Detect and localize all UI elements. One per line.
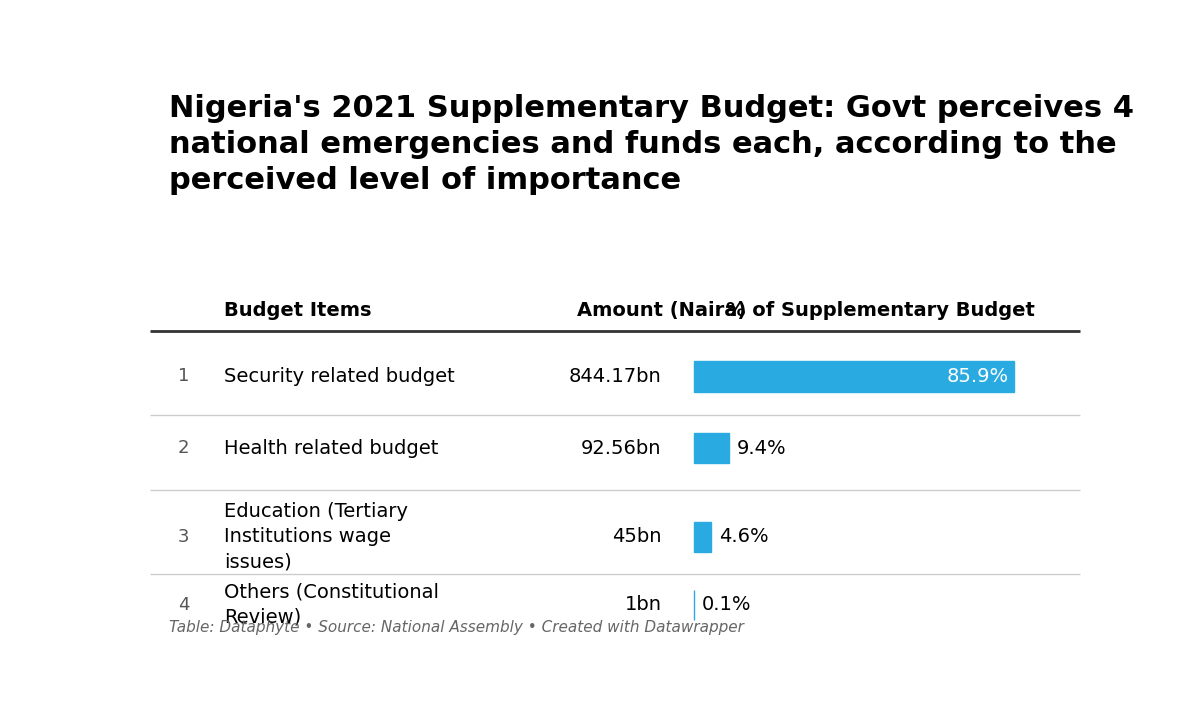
Text: Amount (Naira): Amount (Naira) <box>577 301 746 320</box>
Text: 92.56bn: 92.56bn <box>581 439 661 458</box>
Text: Education (Tertiary
Institutions wage
issues): Education (Tertiary Institutions wage is… <box>224 502 408 572</box>
Text: 85.9%: 85.9% <box>947 367 1009 386</box>
Text: Nigeria's 2021 Supplementary Budget: Govt perceives 4
national emergencies and f: Nigeria's 2021 Supplementary Budget: Gov… <box>168 95 1134 195</box>
FancyBboxPatch shape <box>694 521 712 552</box>
Text: Table: Dataphyte • Source: National Assembly • Created with Datawrapper: Table: Dataphyte • Source: National Asse… <box>168 620 744 635</box>
Text: 0.1%: 0.1% <box>702 595 751 614</box>
Text: 4.6%: 4.6% <box>719 527 768 546</box>
Text: Budget Items: Budget Items <box>224 301 372 320</box>
Text: Security related budget: Security related budget <box>224 367 455 386</box>
Text: 3: 3 <box>178 528 190 546</box>
Text: 45bn: 45bn <box>612 527 661 546</box>
FancyBboxPatch shape <box>694 361 1014 391</box>
Text: Health related budget: Health related budget <box>224 439 439 458</box>
Text: 1bn: 1bn <box>624 595 661 614</box>
Text: 844.17bn: 844.17bn <box>569 367 661 386</box>
Text: 4: 4 <box>178 596 190 614</box>
Text: % of Supplementary Budget: % of Supplementary Budget <box>726 301 1034 320</box>
Text: 9.4%: 9.4% <box>737 439 786 458</box>
Text: 1: 1 <box>178 368 190 386</box>
FancyBboxPatch shape <box>694 433 730 464</box>
Text: Others (Constitutional
Review): Others (Constitutional Review) <box>224 583 439 627</box>
Text: 2: 2 <box>178 439 190 457</box>
